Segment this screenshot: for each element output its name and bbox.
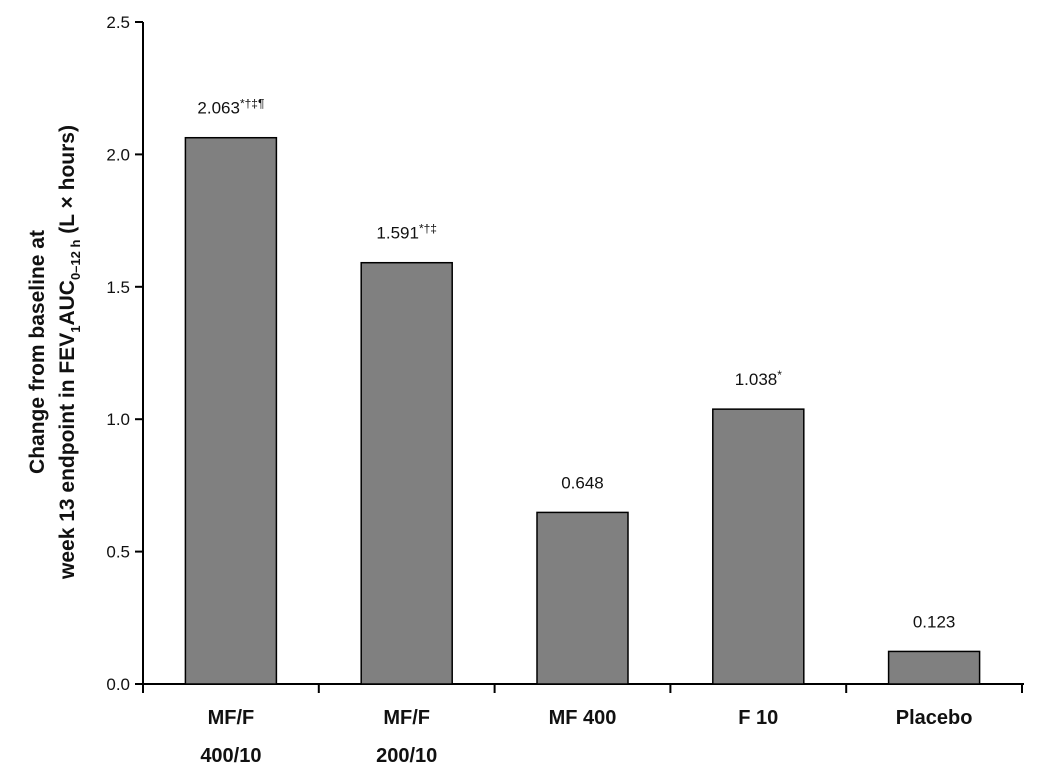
data-label-value: 0.648: [561, 473, 604, 492]
data-label-value: 1.038: [735, 370, 778, 389]
y-axis-title-part: week 13 endpoint in FEV: [56, 333, 79, 580]
data-labels: 2.063*†‡¶ 1.591*†‡ 0.648 1.038* 0.123: [197, 97, 955, 632]
bar: [184, 136, 278, 685]
data-label-significance-marks: *: [777, 368, 782, 382]
bar: [536, 511, 629, 685]
x-category-label: F 10: [738, 707, 778, 729]
data-label-significance-marks: *†‡¶: [240, 97, 264, 111]
data-label: 1.591*†‡: [376, 222, 437, 243]
data-label: 0.123: [913, 612, 956, 631]
y-tick-label: 2.5: [106, 13, 130, 32]
y-tick-label: 2.0: [106, 145, 130, 164]
data-label-significance-marks: *†‡: [419, 222, 437, 236]
x-ticks: MF/F 400/10 MF/F 200/10 MF 400 F 10 Placebo: [142, 684, 1023, 767]
x-category-label: MF/F: [208, 707, 255, 729]
y-axis-title-part: 1: [68, 326, 83, 333]
y-axis-title-part: 0–12 h: [68, 240, 83, 281]
y-axis-title-part: (L × hours): [56, 125, 79, 240]
data-label: 0.648: [561, 473, 604, 492]
bar: [360, 261, 453, 685]
y-tick-label: 0.5: [106, 543, 130, 562]
y-axis-title-line-1: Change from baseline at: [26, 230, 49, 474]
data-label-value: 1.591: [376, 224, 419, 243]
x-category-label: MF 400: [549, 707, 617, 729]
x-category-label: MF/F: [383, 707, 430, 729]
data-label: 2.063*†‡¶: [197, 97, 264, 118]
y-axis-title: Change from baseline at week 13 endpoint…: [26, 125, 83, 580]
y-axis-title-part: AUC: [56, 280, 79, 326]
y-ticks: 0.0 0.5 1.0 1.5 2.0 2.5: [106, 13, 143, 694]
y-tick-label: 1.5: [106, 278, 130, 297]
bar: [887, 650, 981, 685]
data-label-value: 2.063: [197, 99, 240, 118]
bars: [184, 136, 981, 685]
x-category-label: Placebo: [896, 707, 973, 729]
y-axis-title-line-2: week 13 endpoint in FEV1AUC0–12 h (L × h…: [56, 125, 83, 580]
bar: [712, 408, 805, 685]
x-category-label: 200/10: [376, 745, 437, 767]
x-category-label: 400/10: [200, 745, 261, 767]
data-label: 1.038*: [735, 368, 783, 389]
y-tick-label: 0.0: [106, 675, 130, 694]
y-tick-label: 1.0: [106, 410, 130, 429]
data-label-value: 0.123: [913, 612, 956, 631]
